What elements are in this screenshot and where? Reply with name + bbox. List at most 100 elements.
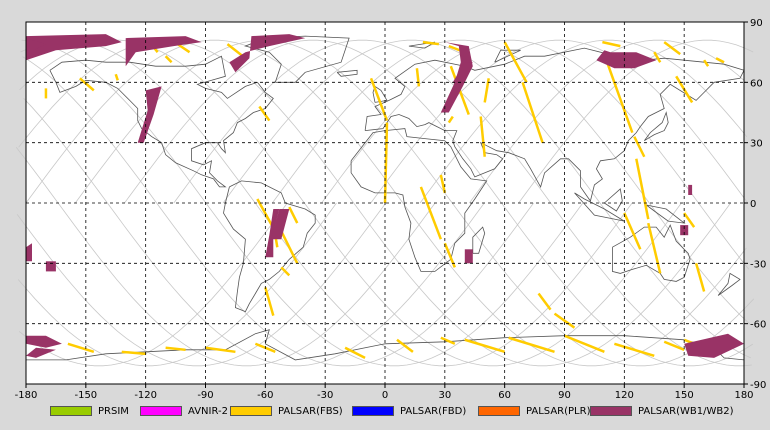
- y-tick-label: 60: [750, 78, 763, 89]
- palsar-wb-swath: [26, 38, 46, 59]
- x-tick-label: -90: [197, 390, 213, 401]
- palsar-fbs-swath: [205, 346, 236, 354]
- x-tick-label: 120: [615, 390, 634, 401]
- orbit-track: [22, 56, 534, 367]
- palsar-wb-swaths: [26, 34, 744, 358]
- x-tick-label: 90: [558, 390, 571, 401]
- palsar-wb-swath: [125, 36, 202, 67]
- palsar-fbs-swath: [288, 206, 299, 224]
- palsar-fbs-swath: [344, 346, 366, 359]
- legend: PRSIM AVNIR-2 PALSAR(FBS) PALSAR(FBD) PALSAR…: [0, 400, 770, 422]
- orbit-track: [18, 202, 288, 367]
- palsar-fbs-swath: [715, 57, 725, 64]
- y-tick-label: 30: [750, 139, 763, 150]
- coastline: [717, 272, 741, 296]
- palsar-wb-swath: [452, 62, 473, 87]
- palsar-fbs-swath: [264, 287, 275, 316]
- legend-item: PALSAR(WB1/WB2): [590, 404, 734, 418]
- orbit-track: [16, 202, 387, 367]
- coastline: [472, 226, 486, 254]
- legend-label: PRSIM: [98, 405, 129, 417]
- palsar-fbs-swath: [694, 262, 706, 292]
- palsar-fbs-swath: [537, 292, 552, 311]
- orbit-track: [370, 39, 749, 204]
- legend-label: PALSAR(PLR): [526, 405, 591, 417]
- palsar-fbs-swath: [165, 346, 186, 352]
- orbit-track: [222, 39, 751, 359]
- palsar-fbs-swath: [415, 68, 421, 87]
- x-tick-label: 0: [382, 390, 388, 401]
- orbit-track: [124, 39, 754, 367]
- palsar-wb-swath: [680, 225, 689, 236]
- legend-label: AVNIR-2: [188, 405, 228, 417]
- legend-item: PRSIM: [50, 404, 129, 418]
- palsar-fbs-swath: [439, 174, 447, 194]
- legend-item: AVNIR-2: [140, 404, 228, 418]
- coastline: [26, 329, 745, 361]
- coastline: [646, 204, 686, 224]
- x-tick-label: 150: [675, 390, 694, 401]
- palsar-fbs-swath: [613, 342, 655, 358]
- palsar-fbs-swath: [508, 336, 555, 354]
- palsar-wb-swath: [265, 209, 280, 258]
- x-tick-label: 180: [734, 390, 753, 401]
- orbit-track: [74, 39, 755, 367]
- palsar-fbs-swath: [663, 340, 685, 351]
- palsar-fbs-swath: [447, 115, 454, 124]
- coastline: [612, 224, 691, 282]
- orbit-track: [419, 39, 748, 204]
- coastline: [244, 35, 350, 83]
- palsar-fbs-swath: [635, 158, 650, 220]
- legend-swatch: [50, 406, 92, 416]
- coastline: [350, 128, 488, 272]
- orbit-track: [173, 39, 752, 367]
- coastline: [364, 47, 745, 202]
- y-tick-label: -90: [750, 380, 766, 391]
- legend-swatch: [590, 406, 632, 416]
- coastline: [408, 41, 436, 49]
- palsar-fbs-swath: [280, 266, 291, 277]
- palsar-fbs-swath: [440, 336, 456, 345]
- palsar-fbs-swath: [164, 55, 173, 64]
- palsar-fbs-swath: [653, 51, 662, 63]
- x-tick-label: -180: [15, 390, 38, 401]
- x-tick-label: -60: [257, 390, 273, 401]
- palsar-wb-swath: [684, 333, 744, 358]
- palsar-fbs-swath: [521, 81, 544, 144]
- palsar-fbs-swath: [647, 222, 662, 274]
- x-tick-label: 60: [498, 390, 511, 401]
- coastlines: [26, 35, 745, 361]
- palsar-wb-swath: [26, 335, 62, 348]
- coastline: [604, 188, 623, 212]
- legend-label: PALSAR(FBD): [400, 405, 467, 417]
- orbit-track: [23, 98, 485, 367]
- palsar-fbs-swath: [67, 342, 95, 354]
- palsar-fbs-swath: [422, 40, 440, 46]
- palsar-fbs-swath: [623, 212, 642, 250]
- palsar-wb-swath: [137, 86, 162, 143]
- x-axis-ticks: -180 -150 -120 -90 -60 -30 0 30 60 90 120 150 180: [15, 384, 754, 401]
- y-axis-ticks: 90 60 30 0 -30 -60 -90: [744, 18, 766, 391]
- palsar-fbs-swath: [258, 105, 271, 122]
- palsar-fbs-swath: [479, 116, 486, 157]
- palsar-fbs-swath: [369, 77, 389, 121]
- palsar-fbs-swath: [683, 212, 696, 228]
- graticule: [26, 22, 744, 384]
- legend-item: PALSAR(FBD): [352, 404, 466, 418]
- palsar-fbs-swath: [419, 186, 443, 240]
- palsar-wb-swath: [688, 184, 693, 195]
- y-tick-label: -60: [750, 320, 766, 331]
- y-tick-label: 0: [750, 199, 756, 210]
- orbit-track: [17, 202, 337, 367]
- legend-item: PALSAR(PLR): [478, 404, 590, 418]
- palsar-wb-swath: [45, 261, 56, 272]
- palsar-fbs-swath: [464, 338, 506, 354]
- legend-swatch: [140, 406, 182, 416]
- palsar-fbs-swath: [663, 41, 681, 56]
- palsar-fbs-swath: [176, 43, 191, 54]
- legend-swatch: [352, 406, 394, 416]
- palsar-fbs-swath: [605, 59, 634, 134]
- palsar-fbs-swath: [553, 312, 576, 329]
- legend-swatch: [478, 406, 520, 416]
